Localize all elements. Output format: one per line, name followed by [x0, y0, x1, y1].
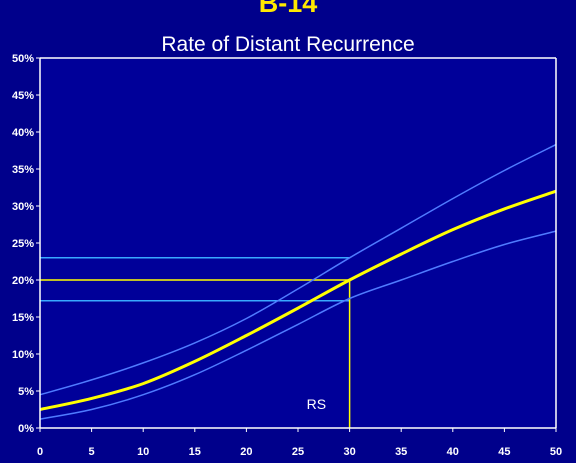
- lower-series-line: [39, 230, 557, 420]
- y-tick-label: 45%: [12, 90, 34, 102]
- y-tick-label: 10%: [12, 349, 34, 361]
- y-tick-label: 25%: [12, 238, 34, 250]
- y-tick-label: 40%: [12, 127, 34, 139]
- y-tick-label: 30%: [12, 201, 34, 213]
- estimate-series-line: [39, 189, 557, 411]
- reference-lines: [40, 257, 351, 428]
- slide-title: B-14: [258, 0, 318, 18]
- x-tick-label: 35: [395, 446, 407, 458]
- tick-labels: 0% 5% 10% 15% 20% 25% 30% 35% 40% 45% 50% 0 5 10 15 20 2…: [12, 53, 562, 458]
- x-tick-label: 15: [189, 446, 201, 458]
- y-tick-label: 5%: [18, 386, 34, 398]
- y-tick-label: 20%: [12, 275, 34, 287]
- x-tick-label: 50: [550, 446, 562, 458]
- x-tick-label: 20: [240, 446, 252, 458]
- y-tick-label: 35%: [12, 164, 34, 176]
- x-tick-label: 25: [292, 446, 304, 458]
- y-tick-label: 50%: [12, 53, 34, 65]
- upper-series-line: [39, 143, 557, 396]
- x-tick-label: 40: [447, 446, 459, 458]
- x-tick-label: 10: [137, 446, 149, 458]
- y-tick-label: 0%: [18, 423, 34, 435]
- x-tick-label: 5: [89, 446, 95, 458]
- y-tick-label: 15%: [12, 312, 34, 324]
- chart-title: Rate of Distant Recurrence: [161, 33, 415, 56]
- x-tick-label: 0: [37, 446, 43, 458]
- x-tick-label: 45: [498, 446, 510, 458]
- series-lines: [39, 143, 557, 420]
- reference-label: RS: [307, 396, 326, 412]
- plot-area: [40, 58, 556, 428]
- x-tick-label: 30: [343, 446, 355, 458]
- axes: [36, 57, 557, 432]
